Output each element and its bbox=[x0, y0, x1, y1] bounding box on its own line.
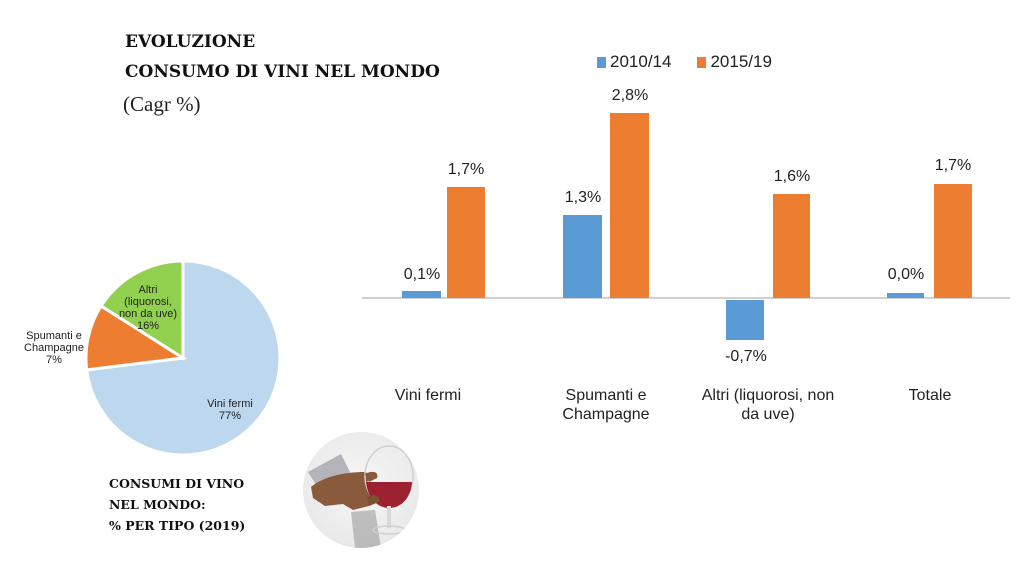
category-label-vini-fermi: Vini fermi bbox=[394, 387, 462, 404]
bar-vini-fermi-2015-19 bbox=[447, 187, 485, 298]
pie-slice-altri bbox=[99, 259, 185, 361]
pie-graphic bbox=[84, 259, 282, 457]
category-label-altri: Altri (liquorosi, non da uve) bbox=[701, 387, 835, 423]
legend-label-2010-14: 2010/14 bbox=[610, 52, 672, 71]
value-label: 1,3% bbox=[564, 189, 602, 206]
legend-swatch-2010-14 bbox=[597, 56, 606, 68]
bar-totale-2010-14 bbox=[887, 293, 924, 298]
pie-label-vini-fermi: Vini fermi 77% bbox=[207, 398, 253, 422]
x-axis-line bbox=[362, 297, 1010, 299]
pie-label-spumanti: Spumanti e Champagne 7% bbox=[24, 330, 84, 366]
legend: 2010/14 2015/19 bbox=[597, 52, 772, 72]
chart-title: EVOLUZIONE CONSUMO DI VINI NEL MONDO bbox=[125, 27, 440, 87]
legend-swatch-2015-19 bbox=[697, 56, 707, 68]
value-label: 1,7% bbox=[934, 157, 972, 174]
title-line-2: CONSUMO DI VINI NEL MONDO bbox=[125, 62, 440, 82]
bar-vini-fermi-2010-14 bbox=[402, 291, 441, 298]
bar-altri-2015-19 bbox=[773, 194, 810, 298]
legend-label-2015-19: 2015/19 bbox=[710, 52, 772, 71]
pie-caption: CONSUMI DI VINO NEL MONDO: % PER TIPO (2… bbox=[109, 476, 246, 533]
bar-altri-2010-14 bbox=[726, 300, 764, 340]
bar-spumanti-2010-14 bbox=[563, 215, 602, 298]
bar-spumanti-2015-19 bbox=[610, 113, 649, 298]
wine-glass-photo bbox=[303, 432, 419, 548]
title-line-1: EVOLUZIONE bbox=[125, 32, 256, 52]
value-label: 0,1% bbox=[403, 266, 441, 283]
category-label-totale: Totale bbox=[908, 387, 952, 404]
value-label: 1,6% bbox=[773, 168, 811, 185]
pie-label-altri: Altri (liquorosi, non da uve) 16% bbox=[118, 284, 178, 332]
value-label: 1,7% bbox=[447, 161, 485, 178]
value-label: 0,0% bbox=[887, 266, 925, 283]
wine-glass-icon bbox=[308, 445, 414, 548]
chart-subtitle: (Cagr %) bbox=[123, 92, 201, 116]
value-label: -0,7% bbox=[725, 348, 767, 365]
category-label-spumanti: Spumanti e Champagne bbox=[562, 387, 650, 423]
value-label: 2,8% bbox=[611, 87, 649, 104]
bar-totale-2015-19 bbox=[934, 184, 972, 298]
